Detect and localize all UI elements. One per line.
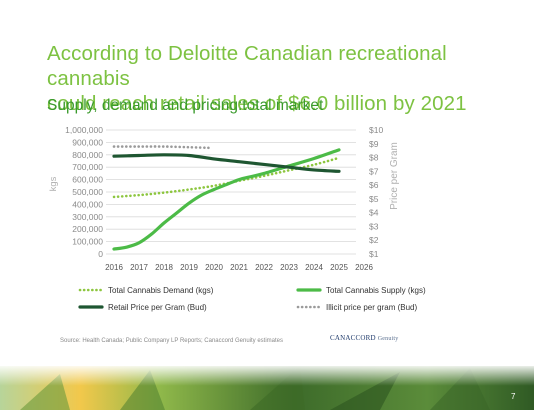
y-right-tick-label: $4 bbox=[369, 208, 379, 218]
headline-line-1: According to Deloitte Canadian recreatio… bbox=[47, 42, 447, 90]
series-line-0 bbox=[112, 156, 341, 199]
cannabis-leaf-footer-image bbox=[0, 366, 534, 410]
series-line-1 bbox=[112, 148, 341, 251]
y-right-tick-label: $7 bbox=[369, 166, 379, 176]
y-right-tick-label: $8 bbox=[369, 153, 379, 163]
x-tick-label: 2021 bbox=[230, 263, 248, 272]
logo-main-text: CANACCORD bbox=[330, 334, 376, 342]
y-left-tick-label: 300,000 bbox=[72, 212, 103, 222]
y-right-tick-label: $2 bbox=[369, 235, 379, 245]
y-left-tick-label: 700,000 bbox=[72, 162, 103, 172]
x-tick-label: 2023 bbox=[280, 263, 298, 272]
slide-headline: According to Deloitte Canadian recreatio… bbox=[47, 41, 527, 116]
y-right-tick-label: $10 bbox=[369, 125, 383, 135]
y-right-tick-label: $5 bbox=[369, 194, 379, 204]
legend-label: Total Cannabis Supply (kgs) bbox=[326, 286, 426, 295]
y-left-tick-label: 500,000 bbox=[72, 187, 103, 197]
x-tick-label: 2026 bbox=[355, 263, 373, 272]
y-left-tick-label: 800,000 bbox=[72, 150, 103, 160]
y-left-tick-label: 1,000,000 bbox=[65, 125, 103, 135]
y-left-axis-title: kgs bbox=[48, 176, 59, 191]
y-right-tick-label: $1 bbox=[369, 249, 379, 259]
y-right-tick-label: $6 bbox=[369, 180, 379, 190]
page-number: 7 bbox=[511, 392, 516, 401]
legend-label: Retail Price per Gram (Bud) bbox=[108, 303, 207, 312]
y-left-tick-label: 100,000 bbox=[72, 237, 103, 247]
y-left-tick-label: 400,000 bbox=[72, 199, 103, 209]
legend-label: Total Cannabis Demand (kgs) bbox=[108, 286, 214, 295]
company-logo: CANACCORD Genuity bbox=[330, 334, 398, 342]
source-note: Source: Health Canada; Public Company LP… bbox=[60, 338, 284, 344]
x-tick-label: 2019 bbox=[180, 263, 198, 272]
y-right-axis-title: Price per Gram bbox=[389, 142, 400, 210]
x-tick-label: 2022 bbox=[255, 263, 273, 272]
x-tick-label: 2025 bbox=[330, 263, 348, 272]
headline-line-2: could reach retail sales of $6.0 billion… bbox=[47, 92, 467, 115]
legend-label: Illicit price per gram (Bud) bbox=[326, 303, 417, 312]
supply-demand-chart: 0 100,000 200,000 300,000 400,000 500,000 600,… bbox=[48, 125, 426, 312]
series-line-3 bbox=[112, 145, 213, 150]
chart-subtitle: Supply, demand and pricing:total market bbox=[47, 97, 324, 114]
y-left-tick-label: 0 bbox=[98, 249, 103, 259]
y-right-tick-label: $3 bbox=[369, 221, 379, 231]
x-tick-label: 2016 bbox=[105, 263, 123, 272]
logo-sub-text: Genuity bbox=[377, 336, 399, 342]
y-left-tick-label: 900,000 bbox=[72, 137, 103, 147]
x-tick-label: 2024 bbox=[305, 263, 323, 272]
x-tick-label: 2020 bbox=[205, 263, 223, 272]
x-tick-label: 2018 bbox=[155, 263, 173, 272]
y-left-tick-label: 200,000 bbox=[72, 224, 103, 234]
y-right-tick-label: $9 bbox=[369, 139, 379, 149]
series-line-2 bbox=[112, 153, 341, 173]
x-tick-label: 2017 bbox=[130, 263, 148, 272]
y-left-tick-label: 600,000 bbox=[72, 175, 103, 185]
